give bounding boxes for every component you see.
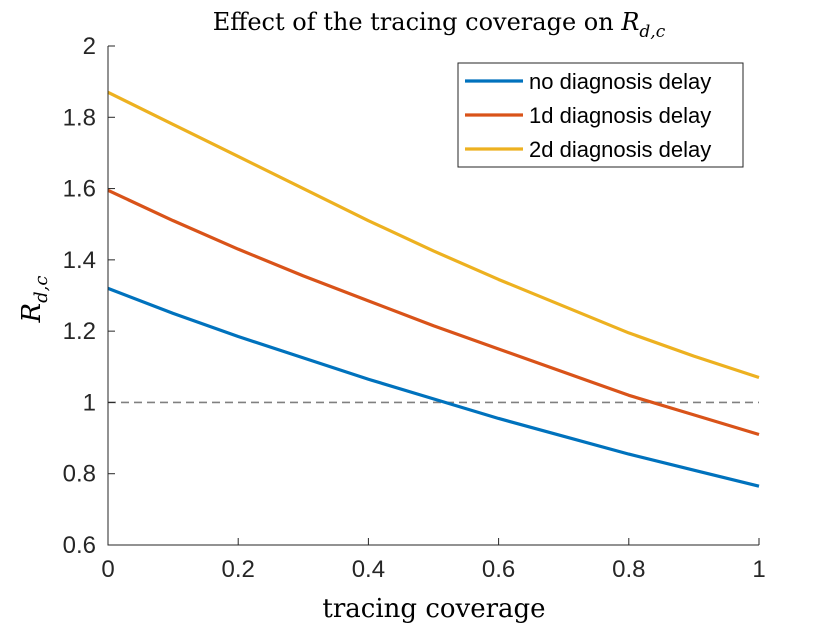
- series-line-2: [107, 188, 760, 437]
- series-layer: [107, 90, 760, 488]
- y-tick-label: 0.6: [63, 532, 96, 559]
- y-tick-label: 0.8: [63, 461, 96, 488]
- y-axis-label-symbol: R: [17, 303, 47, 324]
- y-tick-label: 1.4: [63, 247, 96, 274]
- y-tick-label: 1.8: [63, 104, 96, 131]
- x-tick-label: 0: [101, 556, 114, 583]
- legend-label-3: 2d diagnosis delay: [529, 137, 711, 162]
- y-axis-label: Rd,c: [17, 276, 52, 324]
- chart-title-prefix: Effect of the tracing coverage on: [213, 8, 622, 36]
- x-tick-label: 0.4: [352, 556, 385, 583]
- ticks-layer: 0 0.2 0.4 0.6 0.8 1 0.6 0.8 1 1.2 1.4 1.6 1.8 2: [63, 33, 766, 583]
- legend: no diagnosis delay 1d diagnosis delay 2d d…: [457, 62, 744, 168]
- x-tick-label: 1: [752, 556, 765, 583]
- x-axis-label: tracing coverage: [322, 594, 545, 624]
- chart-title: Effect of the tracing coverage on Rd,c: [213, 8, 666, 42]
- series-line-1: [107, 286, 760, 488]
- x-tick-label: 0.8: [612, 556, 645, 583]
- legend-label-2: 1d diagnosis delay: [529, 103, 711, 128]
- chart-title-symbol: R: [620, 8, 639, 36]
- legend-label-1: no diagnosis delay: [529, 69, 711, 94]
- x-tick-label: 0.6: [482, 556, 515, 583]
- chart-title-subscript: d,c: [639, 22, 665, 42]
- y-tick-label: 1.6: [63, 176, 96, 203]
- y-tick-label: 2: [83, 33, 96, 60]
- series-line-3: [107, 90, 760, 380]
- y-tick-label: 1.2: [63, 318, 96, 345]
- x-tick-label: 0.2: [222, 556, 255, 583]
- y-tick-label: 1: [83, 389, 96, 416]
- y-axis-label-subscript: d,c: [31, 276, 52, 303]
